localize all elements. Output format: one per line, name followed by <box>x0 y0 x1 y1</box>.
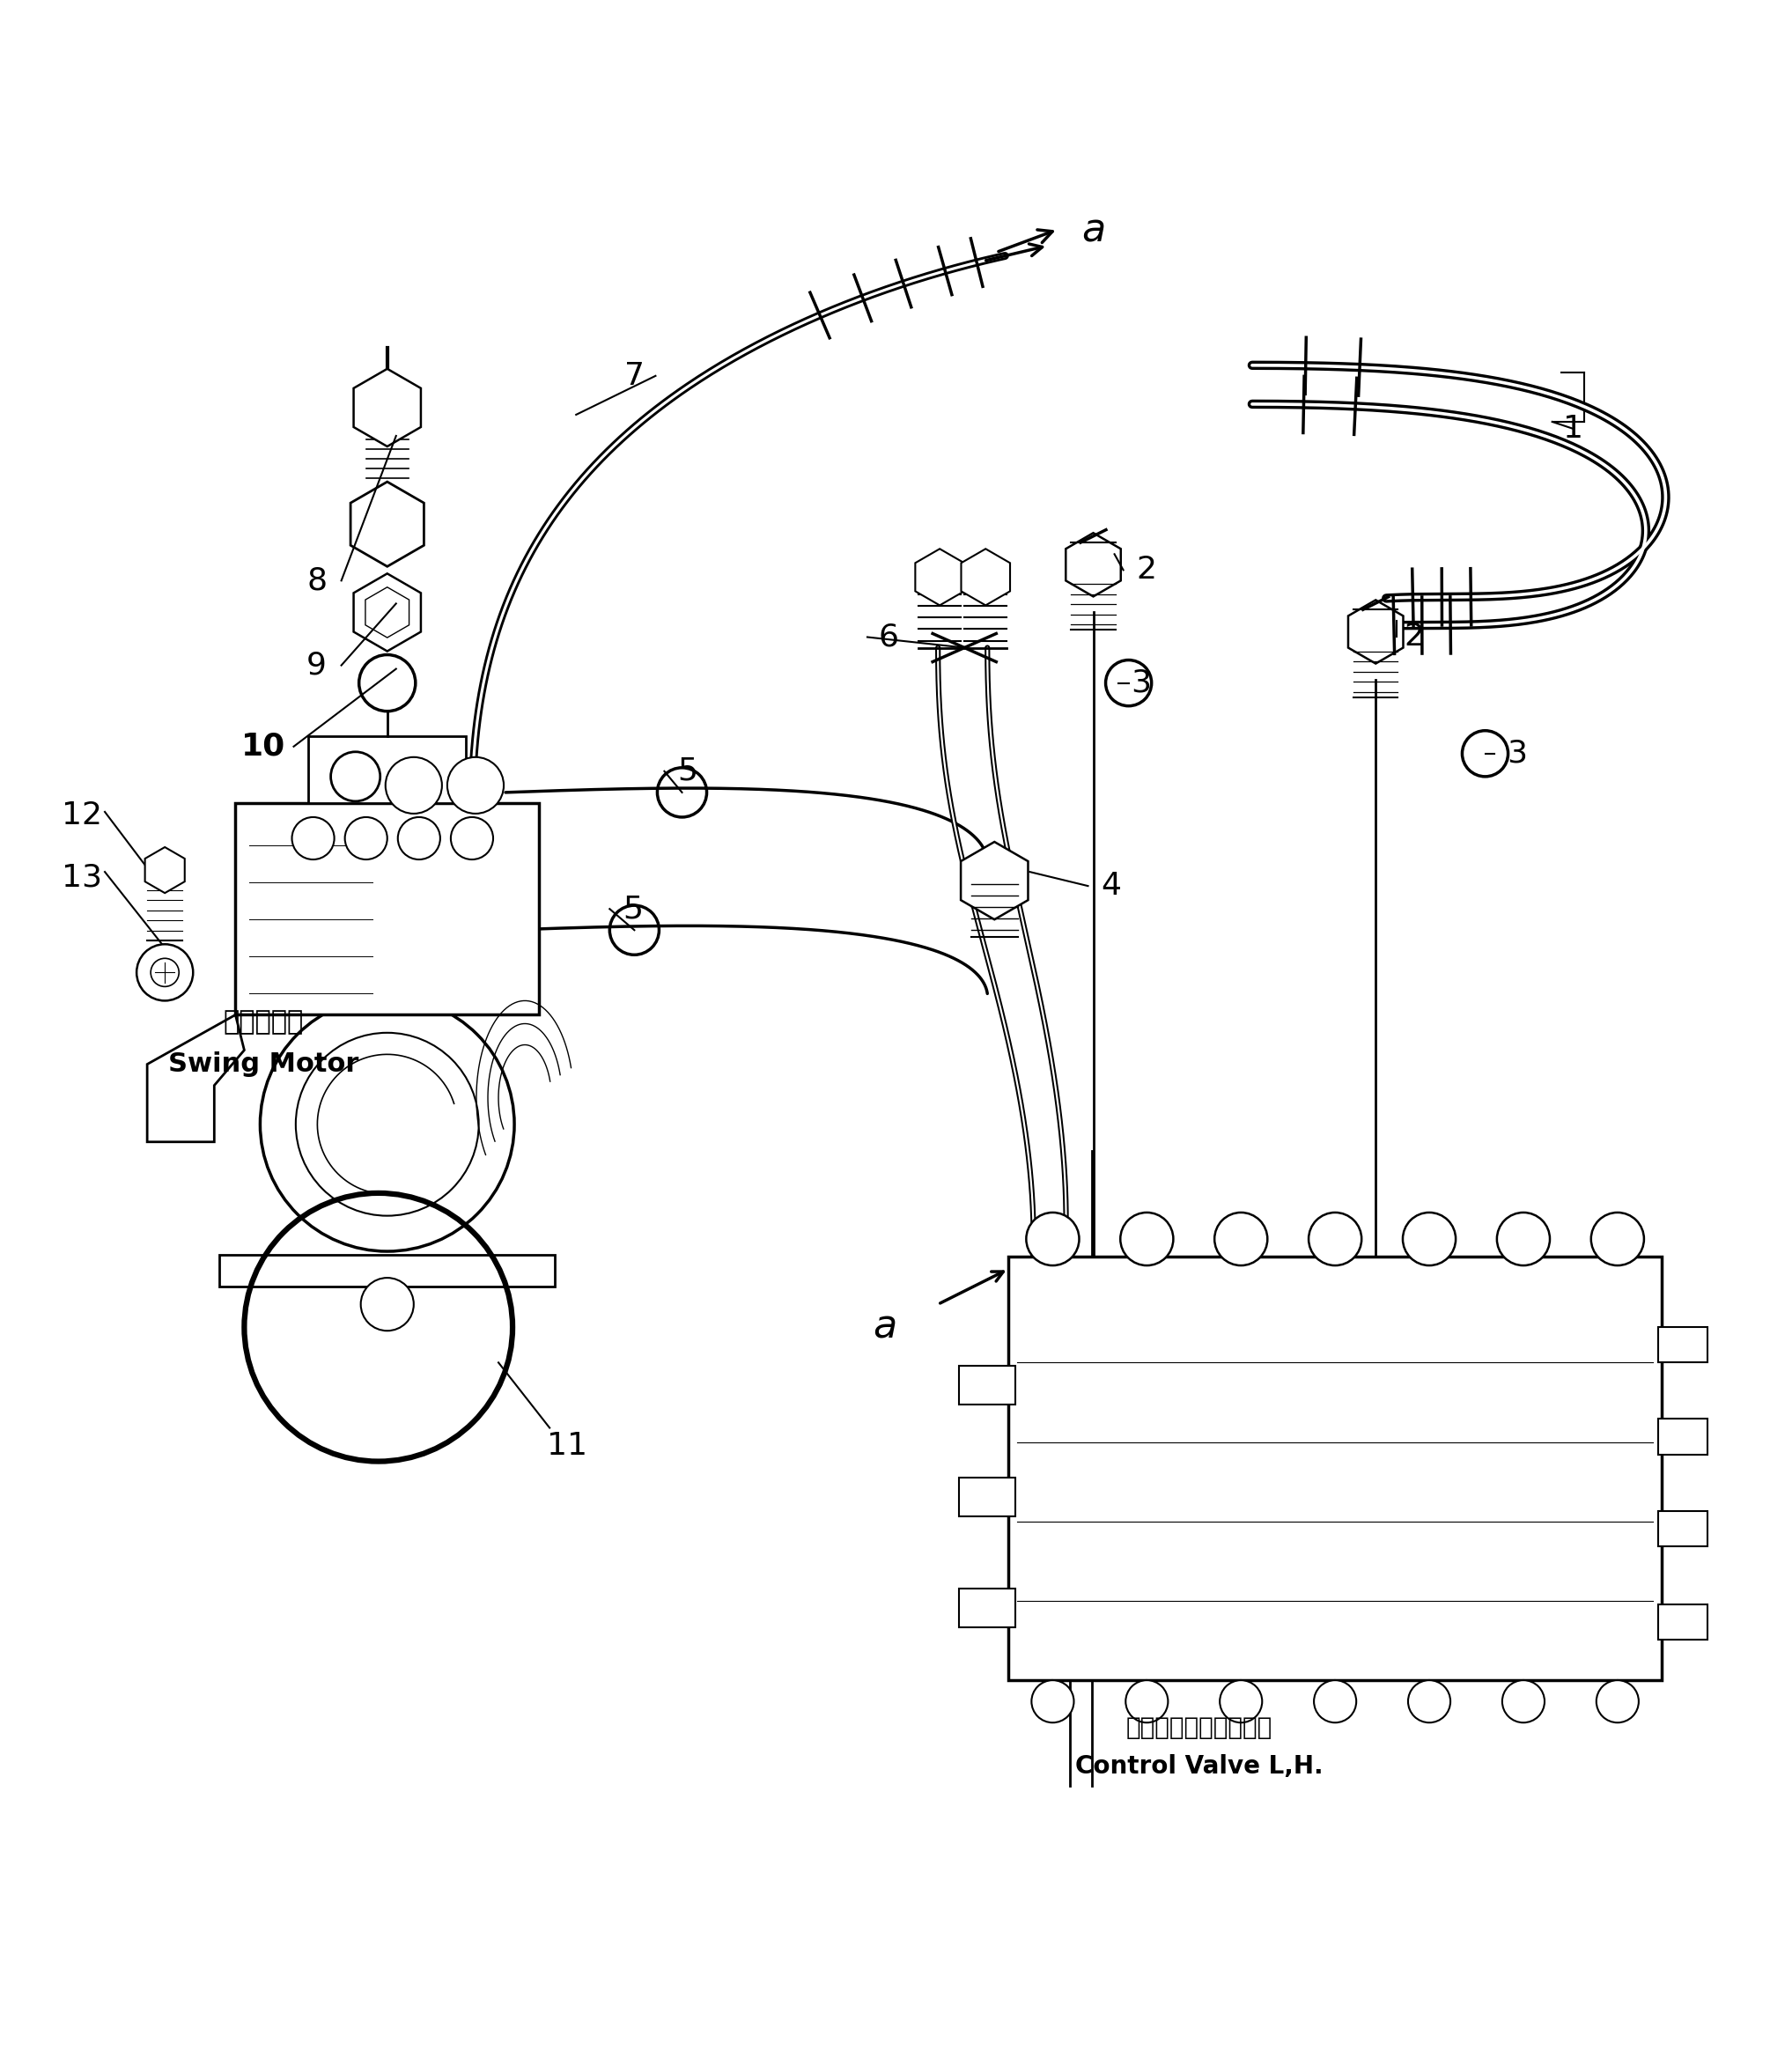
Polygon shape <box>354 369 421 445</box>
Polygon shape <box>365 586 409 638</box>
Circle shape <box>1497 1212 1551 1266</box>
Text: 旋回モータ: 旋回モータ <box>223 1009 304 1034</box>
Text: 11: 11 <box>547 1430 588 1461</box>
FancyBboxPatch shape <box>1009 1256 1662 1680</box>
Text: 9: 9 <box>306 651 327 680</box>
Polygon shape <box>961 549 1011 605</box>
Text: 12: 12 <box>62 800 103 831</box>
Text: a: a <box>1081 211 1104 251</box>
Circle shape <box>331 752 381 802</box>
FancyBboxPatch shape <box>959 1477 1016 1517</box>
FancyBboxPatch shape <box>219 1256 556 1287</box>
Circle shape <box>361 1278 414 1330</box>
Circle shape <box>1220 1680 1262 1722</box>
Text: Swing Motor: Swing Motor <box>168 1051 359 1077</box>
Circle shape <box>451 816 494 860</box>
Text: Control Valve L,H.: Control Valve L,H. <box>1074 1755 1324 1780</box>
Text: 5: 5 <box>623 893 643 924</box>
FancyBboxPatch shape <box>1658 1328 1708 1363</box>
Circle shape <box>1120 1212 1174 1266</box>
FancyBboxPatch shape <box>1658 1604 1708 1639</box>
Circle shape <box>448 756 504 814</box>
Text: 10: 10 <box>241 731 285 762</box>
Text: 13: 13 <box>62 862 103 893</box>
Text: 3: 3 <box>1131 667 1151 698</box>
Polygon shape <box>354 574 421 651</box>
Polygon shape <box>1066 533 1120 597</box>
FancyBboxPatch shape <box>959 1365 1016 1405</box>
Text: 4: 4 <box>1101 870 1120 901</box>
Text: 7: 7 <box>625 361 644 392</box>
Polygon shape <box>350 483 425 566</box>
Circle shape <box>1503 1680 1545 1722</box>
Circle shape <box>260 997 515 1251</box>
Circle shape <box>398 816 441 860</box>
Circle shape <box>1597 1680 1639 1722</box>
Polygon shape <box>145 847 184 893</box>
Circle shape <box>136 945 193 1001</box>
Circle shape <box>1214 1212 1267 1266</box>
Text: 8: 8 <box>306 566 327 595</box>
Text: a: a <box>873 1307 897 1347</box>
Polygon shape <box>147 1015 244 1142</box>
Text: コントロールバルブ左: コントロールバルブ左 <box>1126 1716 1273 1740</box>
FancyBboxPatch shape <box>1658 1510 1708 1546</box>
Text: 6: 6 <box>878 622 899 653</box>
Circle shape <box>150 959 179 986</box>
Text: 5: 5 <box>678 756 697 785</box>
Text: 2: 2 <box>1136 555 1156 584</box>
Circle shape <box>1032 1680 1074 1722</box>
Circle shape <box>1308 1212 1361 1266</box>
Circle shape <box>386 756 442 814</box>
Circle shape <box>1409 1680 1450 1722</box>
Circle shape <box>292 816 335 860</box>
Circle shape <box>1404 1212 1455 1266</box>
Text: 1: 1 <box>1563 414 1584 443</box>
FancyBboxPatch shape <box>308 736 466 804</box>
Text: 2: 2 <box>1404 622 1425 653</box>
Polygon shape <box>961 841 1028 920</box>
FancyBboxPatch shape <box>1658 1419 1708 1455</box>
Circle shape <box>1027 1212 1080 1266</box>
Text: 3: 3 <box>1506 738 1528 769</box>
Circle shape <box>1313 1680 1356 1722</box>
Circle shape <box>1591 1212 1644 1266</box>
FancyBboxPatch shape <box>235 804 540 1015</box>
Circle shape <box>1126 1680 1168 1722</box>
Polygon shape <box>915 549 965 605</box>
FancyBboxPatch shape <box>959 1589 1016 1627</box>
Polygon shape <box>1349 601 1404 663</box>
Circle shape <box>345 816 388 860</box>
